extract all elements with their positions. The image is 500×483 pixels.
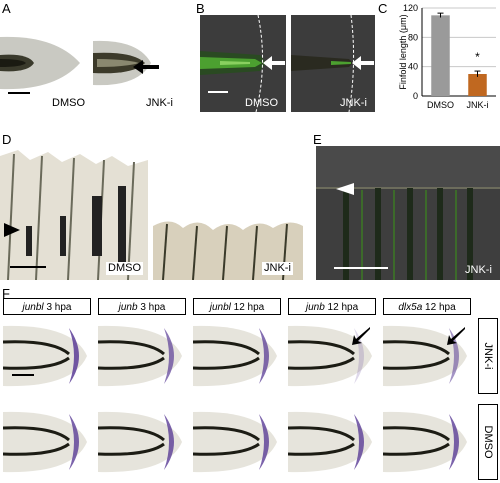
in-situ-image [193, 404, 281, 480]
panel-letter-a: A [2, 1, 11, 16]
column-header-1: junbl 3 hpa [3, 298, 91, 315]
fin-fold-jnki-drawing [93, 15, 181, 112]
in-situ-image [3, 404, 91, 480]
in-situ-image [288, 404, 376, 480]
panel-f-scalebar [12, 374, 34, 376]
panel-e-image [316, 146, 500, 280]
x-tick-label: DMSO [427, 100, 454, 110]
panel-d-dmso-label: DMSO [106, 262, 143, 275]
panel-letter-f: F [2, 286, 10, 301]
column-header-5: dlx5a 12 hpa [383, 298, 471, 315]
bar-dmso [431, 15, 450, 96]
fin-rays-dmso-drawing [0, 146, 148, 280]
panel-a-scalebar [8, 92, 30, 94]
panel-e-scalebar [334, 267, 388, 269]
y-axis-label: Finfold length (μm) [398, 14, 408, 89]
row-label-jnki: JNK-i [478, 318, 498, 394]
in-situ-image [383, 404, 471, 480]
y-tick-label: 0 [413, 91, 418, 101]
panel-letter-c: C [378, 1, 388, 16]
arrow-icon-f-col4 [352, 327, 370, 345]
panel-b-scalebar [208, 91, 228, 93]
arrow-icon-b-dmso [263, 56, 285, 70]
panel-b-dmso-label: DMSO [245, 97, 278, 109]
panel-d-jnki-label: JNK-i [262, 262, 293, 275]
panel-d-dmso-image [0, 146, 148, 280]
column-header-4: junb 12 hpa [288, 298, 376, 315]
column-header-3: junbl 12 hpa [193, 298, 281, 315]
y-tick-label: 40 [408, 62, 418, 72]
arrow-icon-b-jnki [352, 56, 374, 70]
arrow-icon [133, 60, 159, 74]
panel-d-jnki-image [153, 146, 303, 280]
in-situ-image [383, 318, 471, 394]
panel-letter-e: E [313, 132, 322, 147]
panel-a-dmso-label: DMSO [52, 97, 85, 109]
panel-letter-d: D [2, 132, 12, 147]
x-tick-label: JNK-i [467, 100, 489, 110]
panel-e-label: JNK-i [465, 264, 492, 276]
column-header-2: junb 3 hpa [98, 298, 186, 315]
row-label-dmso: DMSO [478, 404, 498, 480]
in-situ-image [98, 404, 186, 480]
in-situ-image [193, 318, 281, 394]
panel-letter-b: B [196, 1, 205, 16]
in-situ-image [98, 318, 186, 394]
panel-d-scalebar [10, 266, 46, 268]
fin-fold-dmso-drawing [0, 15, 88, 112]
significance-asterisk: * [475, 50, 480, 64]
arrowhead-icon-d [4, 223, 20, 237]
panel-a-jnki-image [93, 15, 181, 112]
fin-rays-jnki-drawing [153, 146, 303, 280]
bar-jnk-i [468, 74, 487, 96]
panel-a-jnki-label: JNK-i [146, 97, 173, 109]
in-situ-image [3, 318, 91, 394]
arrowhead-icon-e [336, 183, 354, 195]
panel-a-dmso-image [0, 15, 88, 112]
y-tick-label: 120 [403, 3, 418, 13]
fluorescent-rays-jnki-drawing [316, 146, 500, 280]
panel-b-jnki-label: JNK-i [340, 97, 367, 109]
arrow-icon-f-col5 [447, 327, 465, 345]
y-tick-label: 80 [408, 32, 418, 42]
in-situ-image [288, 318, 376, 394]
